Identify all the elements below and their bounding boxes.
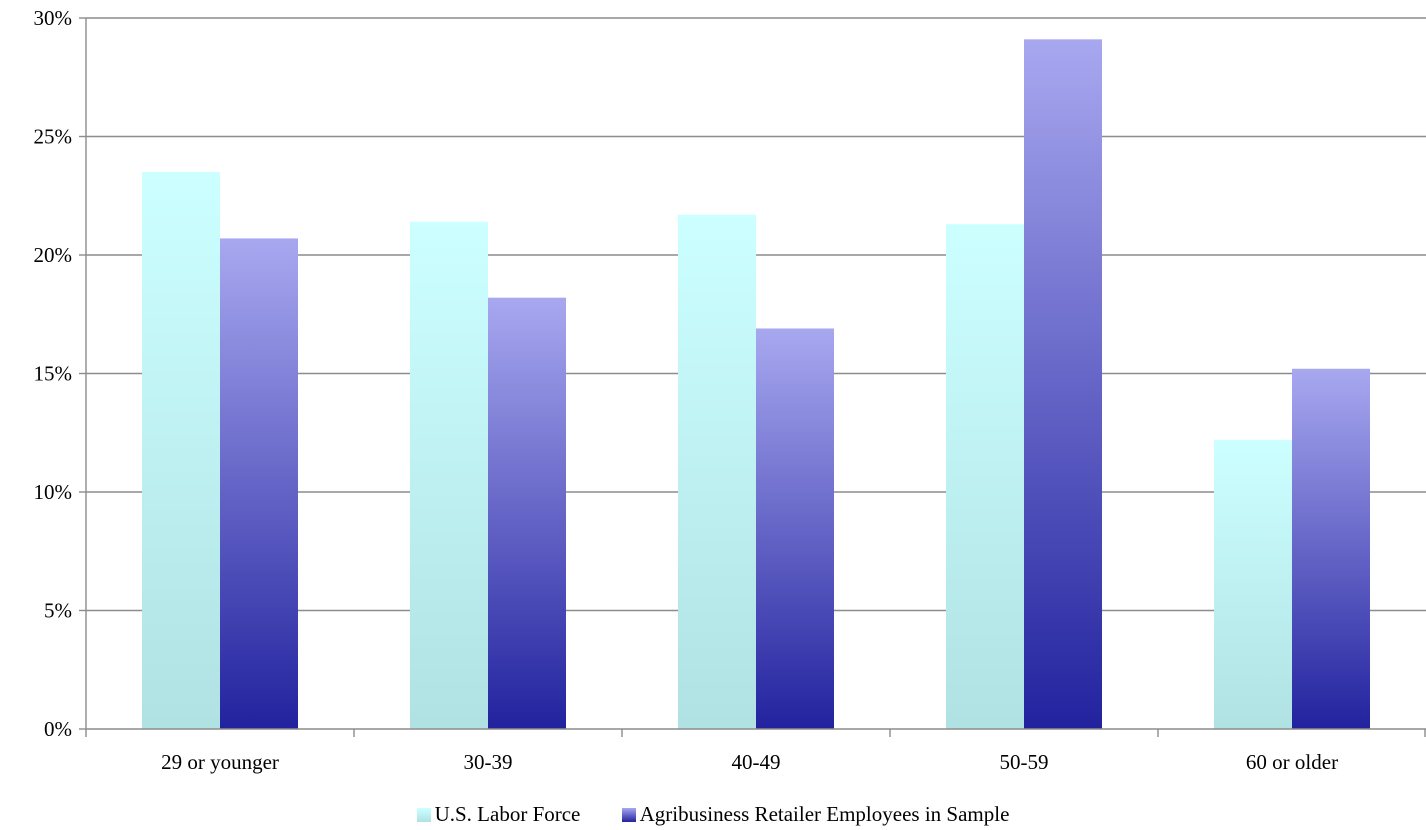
y-tick-label: 25% bbox=[34, 125, 73, 149]
bars bbox=[142, 39, 1370, 730]
bar-us-labor-force-4 bbox=[1214, 439, 1292, 729]
legend: U.S. Labor Force Agribusiness Retailer E… bbox=[0, 800, 1426, 827]
y-tick-label: 10% bbox=[34, 480, 73, 504]
bar-us-labor-force-0 bbox=[142, 172, 220, 730]
legend-label-agribusiness: Agribusiness Retailer Employees in Sampl… bbox=[639, 801, 1010, 826]
axes bbox=[79, 17, 1426, 737]
bar-agribusiness-3 bbox=[1024, 39, 1102, 729]
y-tick-label: 30% bbox=[34, 6, 73, 30]
y-tick-label: 15% bbox=[34, 362, 73, 386]
bar-us-labor-force-1 bbox=[410, 221, 488, 729]
bar-agribusiness-1 bbox=[488, 297, 566, 729]
bar-chart: 0% 5% 10% 15% 20% 25% 30% 29 or younger 30-39 40… bbox=[34, 6, 1426, 774]
x-tick-label: 50-59 bbox=[1000, 750, 1049, 774]
y-tick-label: 5% bbox=[44, 599, 72, 623]
y-axis-tick-labels: 0% 5% 10% 15% 20% 25% 30% bbox=[34, 6, 73, 741]
bar-agribusiness-2 bbox=[756, 328, 834, 729]
legend-item-us-labor-force: U.S. Labor Force bbox=[416, 801, 581, 827]
x-tick-label: 30-39 bbox=[464, 750, 513, 774]
bar-agribusiness-0 bbox=[220, 238, 298, 729]
x-axis-tick-labels: 29 or younger 30-39 40-49 50-59 60 or older bbox=[161, 750, 1338, 774]
bar-us-labor-force-2 bbox=[678, 214, 756, 729]
x-tick-label: 40-49 bbox=[732, 750, 781, 774]
x-tick-label: 29 or younger bbox=[161, 750, 279, 774]
legend-swatch-agribusiness bbox=[621, 807, 636, 822]
bar-us-labor-force-3 bbox=[946, 224, 1024, 729]
legend-swatch-us-labor-force bbox=[416, 807, 431, 822]
x-tick-label: 60 or older bbox=[1246, 750, 1338, 774]
y-tick-label: 0% bbox=[44, 717, 72, 741]
bar-agribusiness-4 bbox=[1292, 368, 1370, 729]
legend-label-us-labor-force: U.S. Labor Force bbox=[434, 801, 581, 826]
legend-item-agribusiness: Agribusiness Retailer Employees in Sampl… bbox=[621, 801, 1010, 827]
y-tick-label: 20% bbox=[34, 243, 73, 267]
